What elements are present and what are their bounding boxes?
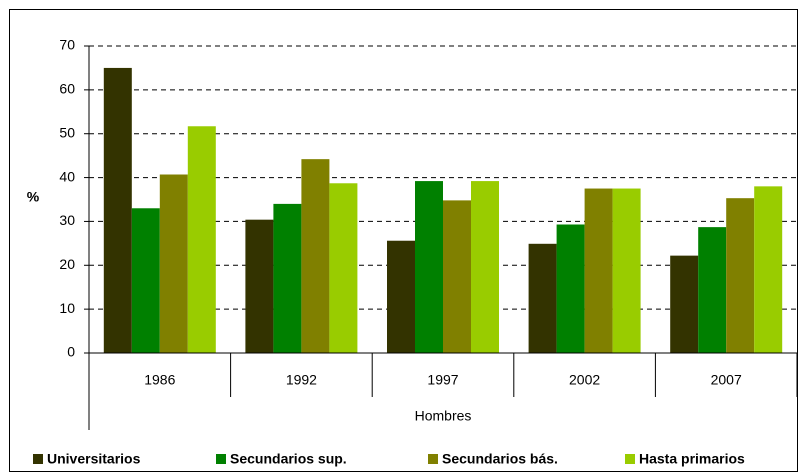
bar [698,227,727,353]
x-tick-label: 1986 [144,372,175,388]
legend-label: Secundarios sup. [230,451,347,467]
bar [670,255,699,353]
bar [131,208,160,353]
bar [443,200,471,353]
bar [528,243,557,353]
legend-label: Universitarios [47,451,141,467]
y-tick-label: 50 [59,124,75,140]
legend-label: Secundarios bás. [442,451,558,467]
bar [471,181,499,353]
legend-swatch [33,454,43,464]
x-tick-label: 2002 [569,372,600,388]
bar [103,67,132,353]
bar [273,203,302,353]
bar [612,188,641,353]
y-tick-label: 40 [59,168,75,184]
x-tick-label: 1997 [427,372,458,388]
y-tick-label: 20 [59,256,75,272]
y-tick-label: 70 [59,37,75,53]
x-tick-label: 2007 [711,372,742,388]
bar [584,188,613,353]
y-tick-label: 10 [59,300,75,316]
bar [387,240,415,353]
x-axis-label: Hombres [415,408,472,424]
bar [187,126,216,353]
x-tick-label: 1992 [286,372,317,388]
legend-swatch [428,454,438,464]
legend-label: Hasta primarios [639,451,745,467]
bar [329,183,358,353]
bar [301,159,330,353]
y-tick-label: 60 [59,81,75,97]
y-tick-label: 0 [67,344,75,360]
y-tick-label: 30 [59,212,75,228]
y-axis-label: % [27,189,40,205]
bar [415,181,443,353]
bar [159,174,188,353]
legend-swatch [625,454,635,464]
bar [754,186,783,353]
bar [726,198,755,353]
bar [245,219,274,353]
bar [556,224,585,353]
legend-swatch [216,454,226,464]
